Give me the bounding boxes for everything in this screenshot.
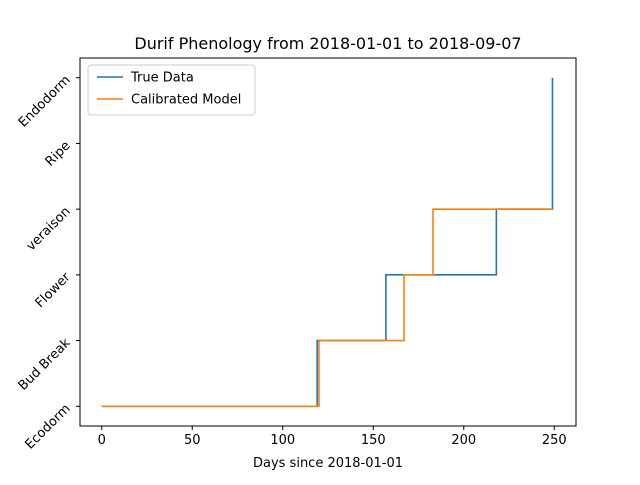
x-tick-label: 200: [451, 433, 476, 448]
legend-label-1: True Data: [130, 71, 194, 86]
legend: True Data Calibrated Model: [87, 64, 256, 116]
x-tick-label: 0: [98, 433, 106, 448]
x-tick-label: 50: [184, 433, 201, 448]
x-tick-label: 100: [270, 433, 295, 448]
legend-box: [87, 64, 256, 116]
series-layer: [101, 77, 554, 408]
x-tick-label: 150: [361, 433, 386, 448]
x-axis-label: Days since 2018-01-01: [253, 456, 403, 471]
chart-title: Durif Phenology from 2018-01-01 to 2018-…: [134, 34, 521, 53]
x-tick-label: 250: [542, 433, 567, 448]
plot-frame: [79, 57, 577, 427]
legend-label-2: Calibrated Model: [131, 93, 241, 108]
series-line-2: [101, 208, 553, 408]
axes-layer: [79, 57, 577, 427]
